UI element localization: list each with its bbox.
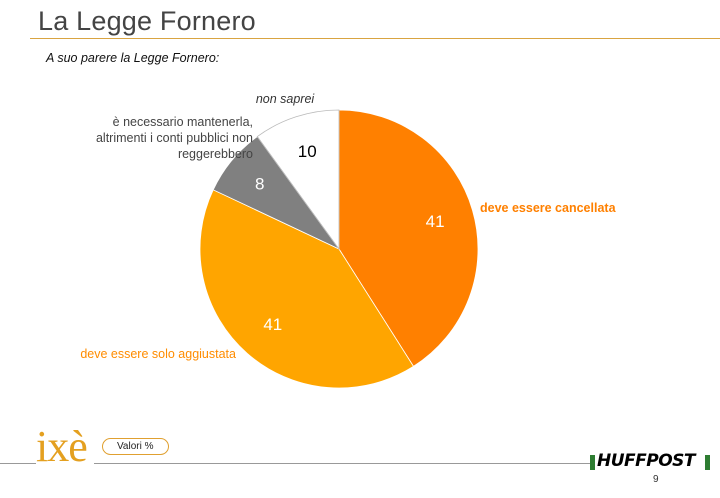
values-unit-badge: Valori % [102, 438, 169, 455]
pie-value-label: 10 [298, 142, 317, 161]
pie-slice-2 [199, 189, 415, 389]
pie-value-label: 41 [426, 212, 445, 231]
page-number: 9 [653, 474, 659, 485]
ixe-logo-text: ixè [36, 422, 88, 471]
question-subtitle: A suo parere la Legge Fornero: [46, 51, 220, 65]
pie-value-label: 41 [263, 315, 282, 334]
ixe-logo: ixè [36, 422, 94, 471]
pie-category-label: deve essere cancellata [480, 201, 617, 215]
pie-slice-1 [338, 109, 479, 367]
pie-category-label: è necessario mantenerla, altrimenti i con… [96, 115, 253, 161]
slide-title: La Legge Fornero [38, 6, 256, 36]
huffpost-logo: HUFFPOST [590, 450, 710, 472]
huffpost-logo-bar-right [705, 455, 710, 470]
footer-divider [0, 463, 700, 464]
pie-value-label: 8 [255, 174, 264, 193]
title-divider [30, 38, 720, 39]
pie-slice-4 [256, 109, 340, 251]
pie-category-label: deve essere solo aggiustata [80, 347, 236, 361]
huffpost-logo-bar-left [590, 455, 595, 470]
huffpost-logo-text: HUFFPOST [597, 451, 696, 471]
pie-category-label: non saprei [256, 92, 316, 106]
